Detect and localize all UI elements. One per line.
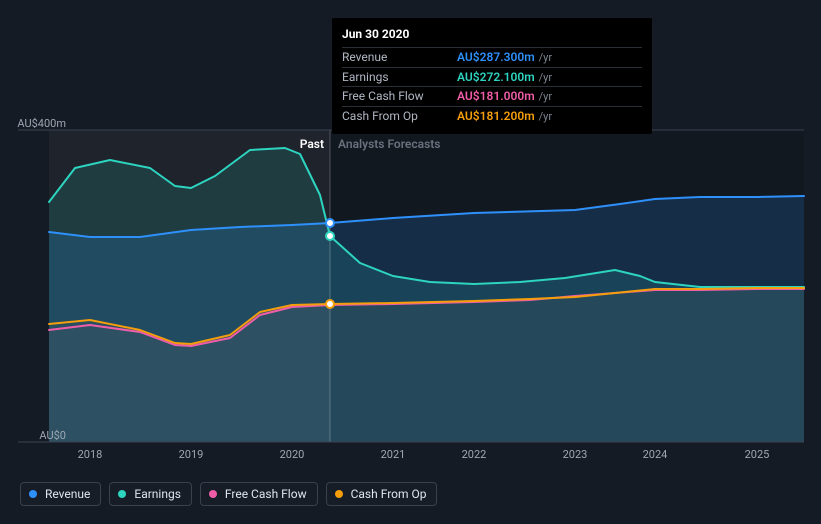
legend-item-revenue[interactable]: Revenue — [20, 482, 101, 506]
tooltip-row: EarningsAU$272.100m/yr — [342, 67, 642, 87]
hover-tooltip: Jun 30 2020 RevenueAU$287.300m/yrEarning… — [332, 18, 652, 134]
y-axis-label: AU$400m — [17, 117, 66, 130]
x-axis-label: 2025 — [745, 448, 770, 461]
legend-item-earnings[interactable]: Earnings — [109, 482, 192, 506]
y-axis-label: AU$0 — [39, 429, 66, 442]
tooltip-row-value: AU$272.100m — [457, 69, 535, 86]
legend-swatch — [29, 490, 37, 498]
x-axis-label: 2024 — [643, 448, 668, 461]
x-axis-label: 2019 — [179, 448, 204, 461]
legend-item-free-cash-flow[interactable]: Free Cash Flow — [200, 482, 318, 506]
chart-container: Past Analysts Forecasts 2018 2019 2020 2021 2… — [0, 0, 821, 524]
tooltip-row-unit: /yr — [539, 50, 552, 65]
tooltip-row-value: AU$181.200m — [457, 108, 535, 125]
legend-item-cash-from-op[interactable]: Cash From Op — [326, 482, 438, 506]
legend-label: Free Cash Flow — [225, 487, 307, 501]
tooltip-row-label: Free Cash Flow — [342, 88, 457, 105]
tooltip-row-value: AU$181.000m — [457, 88, 535, 105]
legend-swatch — [209, 490, 217, 498]
tooltip-row-unit: /yr — [539, 70, 552, 85]
tooltip-row-label: Earnings — [342, 69, 457, 86]
tooltip-row-unit: /yr — [539, 109, 552, 124]
marker-point — [326, 219, 334, 227]
legend-label: Earnings — [134, 487, 181, 501]
marker-point — [326, 232, 334, 240]
tooltip-row-label: Revenue — [342, 49, 457, 66]
x-axis-label: 2018 — [78, 448, 103, 461]
tooltip-row-unit: /yr — [539, 89, 552, 104]
x-axis-label: 2023 — [563, 448, 588, 461]
tooltip-row-value: AU$287.300m — [457, 49, 535, 66]
legend-swatch — [335, 490, 343, 498]
tooltip-row-label: Cash From Op — [342, 108, 457, 125]
tooltip-row: Cash From OpAU$181.200m/yr — [342, 106, 642, 126]
tooltip-date: Jun 30 2020 — [342, 24, 642, 47]
phase-forecast-label: Analysts Forecasts — [338, 137, 440, 151]
marker-point — [326, 300, 334, 308]
tooltip-row: Free Cash FlowAU$181.000m/yr — [342, 86, 642, 106]
phase-past-label: Past — [300, 137, 324, 151]
x-axis-label: 2022 — [462, 448, 487, 461]
legend-swatch — [118, 490, 126, 498]
x-axis-label: 2021 — [381, 448, 406, 461]
legend-label: Revenue — [45, 487, 90, 501]
tooltip-row: RevenueAU$287.300m/yr — [342, 47, 642, 67]
x-axis-label: 2020 — [280, 448, 305, 461]
legend-label: Cash From Op — [351, 487, 427, 501]
legend: Revenue Earnings Free Cash Flow Cash From O… — [20, 482, 437, 506]
